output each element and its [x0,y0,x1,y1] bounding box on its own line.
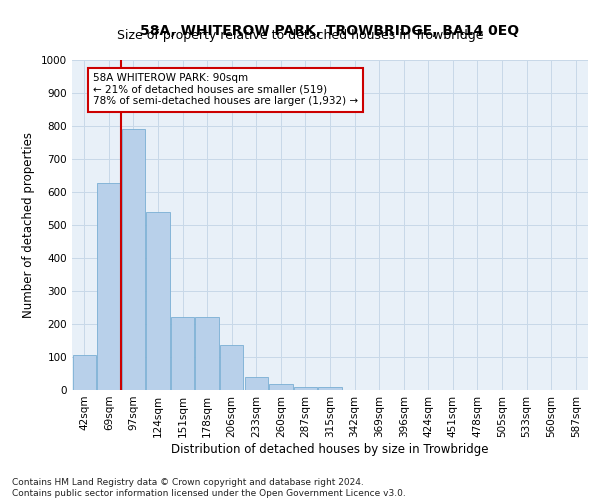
Bar [269,384,293,390]
Bar [171,318,194,390]
Text: 58A WHITEROW PARK: 90sqm
← 21% of detached houses are smaller (519)
78% of semi-: 58A WHITEROW PARK: 90sqm ← 21% of detach… [93,73,358,106]
Bar [245,377,268,390]
Bar [146,212,170,390]
X-axis label: Distribution of detached houses by size in Trowbridge: Distribution of detached houses by size … [171,442,489,456]
Bar [294,386,317,390]
Bar [220,346,244,390]
Text: Size of property relative to detached houses in Trowbridge: Size of property relative to detached ho… [117,30,483,43]
Y-axis label: Number of detached properties: Number of detached properties [22,132,35,318]
Bar [73,356,96,390]
Text: Contains HM Land Registry data © Crown copyright and database right 2024.
Contai: Contains HM Land Registry data © Crown c… [12,478,406,498]
Bar [196,318,219,390]
Bar [319,386,341,390]
Bar [97,183,121,390]
Title: 58A, WHITEROW PARK, TROWBRIDGE, BA14 0EQ: 58A, WHITEROW PARK, TROWBRIDGE, BA14 0EQ [140,24,520,38]
Bar [122,130,145,390]
